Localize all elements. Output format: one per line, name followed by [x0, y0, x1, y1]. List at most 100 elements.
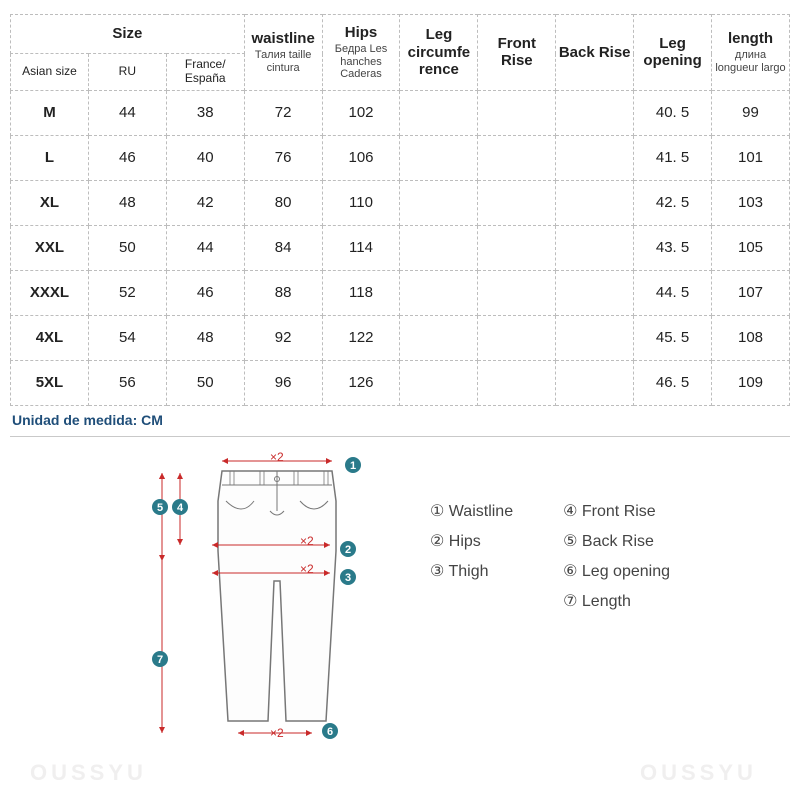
- svg-text:4: 4: [177, 502, 184, 514]
- cell: 46. 5: [634, 360, 712, 405]
- cell: 44: [88, 90, 166, 135]
- size-table: Size waistline Талия taille cintura Hips…: [10, 14, 790, 406]
- cell: [556, 360, 634, 405]
- cell: [478, 90, 556, 135]
- cell: 122: [322, 315, 400, 360]
- cell: [478, 360, 556, 405]
- cell: [478, 270, 556, 315]
- col-leg-opening: Leg opening: [634, 15, 712, 91]
- legend-item: ⑦ Length: [563, 591, 670, 611]
- cell: 40. 5: [634, 90, 712, 135]
- cell: 46: [88, 135, 166, 180]
- cell: 96: [244, 360, 322, 405]
- table-row: 4XL54489212245. 5108: [11, 315, 790, 360]
- pants-diagram: ×2×2×2×21234567: [130, 451, 390, 751]
- svg-text:×2: ×2: [300, 562, 314, 576]
- cell: [556, 270, 634, 315]
- cell: [556, 225, 634, 270]
- col-front-rise: Front Rise: [478, 15, 556, 91]
- cell: 109: [712, 360, 790, 405]
- cell: [400, 135, 478, 180]
- cell: 101: [712, 135, 790, 180]
- cell: 92: [244, 315, 322, 360]
- cell: 105: [712, 225, 790, 270]
- cell: 50: [88, 225, 166, 270]
- cell: 103: [712, 180, 790, 225]
- legend-item: ① Waistline: [430, 501, 513, 521]
- cell: M: [11, 90, 89, 135]
- divider: [10, 436, 790, 437]
- legend-item: ⑥ Leg opening: [563, 561, 670, 581]
- cell: [400, 270, 478, 315]
- legend-item: ④ Front Rise: [563, 501, 670, 521]
- size-group-header: Size: [112, 25, 142, 42]
- cell: 42. 5: [634, 180, 712, 225]
- svg-text:1: 1: [350, 460, 356, 472]
- cell: 43. 5: [634, 225, 712, 270]
- cell: 99: [712, 90, 790, 135]
- col-length: length длина longueur largo: [712, 15, 790, 91]
- cell: 108: [712, 315, 790, 360]
- table-row: XXXL52468811844. 5107: [11, 270, 790, 315]
- subhdr-asian: Asian size: [11, 54, 89, 91]
- cell: 84: [244, 225, 322, 270]
- subhdr-ru: RU: [88, 54, 166, 91]
- cell: 88: [244, 270, 322, 315]
- cell: 50: [166, 360, 244, 405]
- watermark: OUSSYU: [640, 760, 757, 786]
- table-row: XXL50448411443. 5105: [11, 225, 790, 270]
- cell: 110: [322, 180, 400, 225]
- cell: 106: [322, 135, 400, 180]
- cell: 4XL: [11, 315, 89, 360]
- cell: XL: [11, 180, 89, 225]
- cell: 102: [322, 90, 400, 135]
- cell: 80: [244, 180, 322, 225]
- col-waistline: waistline Талия taille cintura: [244, 15, 322, 91]
- svg-text:7: 7: [157, 654, 163, 666]
- cell: 107: [712, 270, 790, 315]
- col-leg-circ: Leg circumfe rence: [400, 15, 478, 91]
- cell: [478, 135, 556, 180]
- legend-item: ② Hips: [430, 531, 513, 551]
- svg-text:3: 3: [345, 572, 351, 584]
- cell: 72: [244, 90, 322, 135]
- table-row: L46407610641. 5101: [11, 135, 790, 180]
- cell: XXXL: [11, 270, 89, 315]
- cell: 48: [88, 180, 166, 225]
- cell: 54: [88, 315, 166, 360]
- cell: 46: [166, 270, 244, 315]
- col-hips: Hips Бедра Les hanches Caderas: [322, 15, 400, 91]
- cell: [556, 135, 634, 180]
- cell: [478, 315, 556, 360]
- cell: 44: [166, 225, 244, 270]
- table-row: M443872102 40. 599: [11, 90, 790, 135]
- table-row: XL484280110 42. 5103: [11, 180, 790, 225]
- cell: [400, 225, 478, 270]
- cell: [478, 225, 556, 270]
- cell: 42: [166, 180, 244, 225]
- cell: 5XL: [11, 360, 89, 405]
- svg-text:6: 6: [327, 726, 333, 738]
- cell: 45. 5: [634, 315, 712, 360]
- svg-text:×2: ×2: [270, 726, 284, 740]
- legend-item: ⑤ Back Rise: [563, 531, 670, 551]
- cell: 44. 5: [634, 270, 712, 315]
- cell: 76: [244, 135, 322, 180]
- diagram-legend: ① Waistline② Hips③ Thigh ④ Front Rise⑤ B…: [430, 491, 670, 621]
- cell: 52: [88, 270, 166, 315]
- cell: 40: [166, 135, 244, 180]
- cell: [400, 90, 478, 135]
- cell: [400, 360, 478, 405]
- cell: 126: [322, 360, 400, 405]
- cell: L: [11, 135, 89, 180]
- col-back-rise: Back Rise: [556, 15, 634, 91]
- svg-text:×2: ×2: [270, 451, 284, 464]
- cell: 56: [88, 360, 166, 405]
- cell: [478, 180, 556, 225]
- cell: [400, 315, 478, 360]
- cell: XXL: [11, 225, 89, 270]
- cell: 38: [166, 90, 244, 135]
- watermark: OUSSYU: [30, 760, 147, 786]
- unit-label: Unidad de medida: CM: [12, 412, 790, 428]
- svg-text:5: 5: [157, 502, 163, 514]
